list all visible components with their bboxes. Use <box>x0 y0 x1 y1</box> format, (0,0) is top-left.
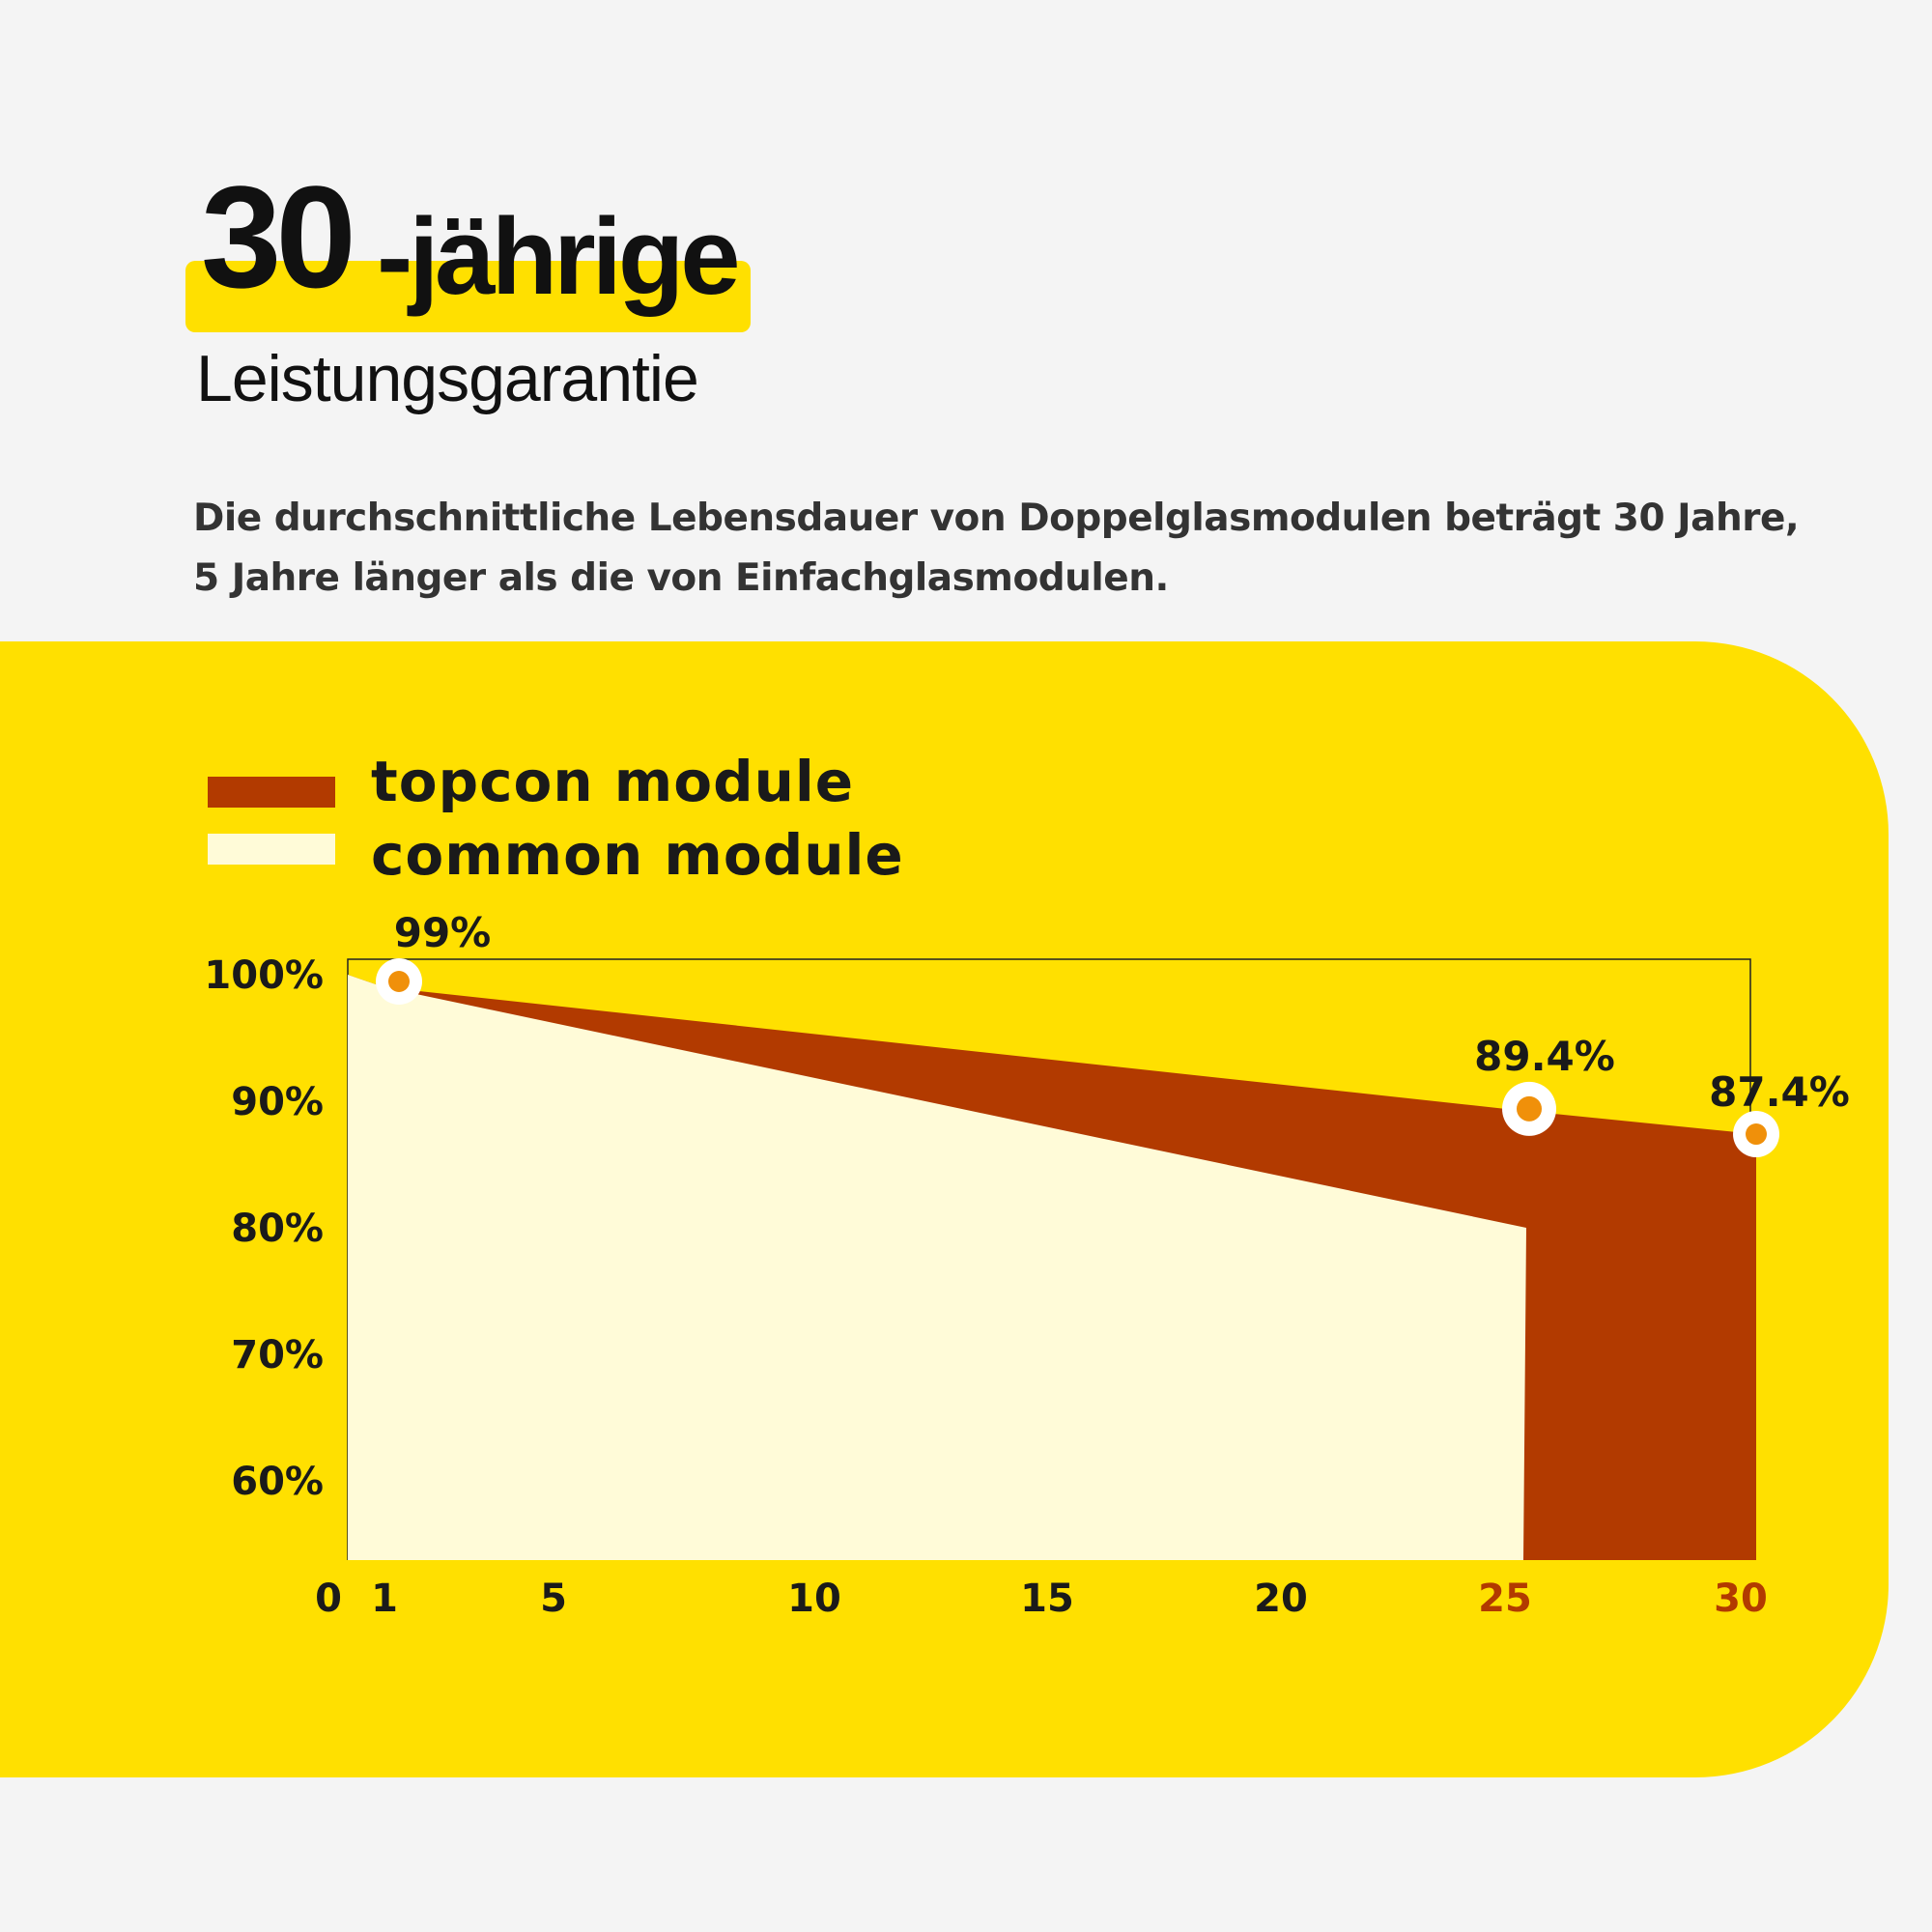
y-tick-label: 80% <box>231 1207 324 1251</box>
x-tick-label: 0 <box>315 1577 342 1621</box>
data-point-marker-core <box>1517 1095 1542 1122</box>
data-label: 87.4% <box>1709 1068 1850 1116</box>
x-tick-label: 25 <box>1478 1577 1532 1621</box>
x-tick-label: 10 <box>787 1577 841 1621</box>
subtitle: Leistungsgarantie <box>196 342 699 415</box>
legend-swatch-common <box>208 834 335 865</box>
y-tick-label: 100% <box>204 953 324 998</box>
y-tick-label: 70% <box>231 1333 324 1378</box>
y-tick-label: 60% <box>231 1460 324 1504</box>
area-common-module <box>348 975 1526 1560</box>
data-point-marker-core <box>388 971 410 992</box>
data-point-marker-core <box>1746 1123 1767 1146</box>
x-tick-label: 30 <box>1714 1577 1768 1621</box>
data-label: 89.4% <box>1474 1033 1615 1080</box>
y-tick-label: 90% <box>231 1080 324 1124</box>
title: 30 -jährige <box>184 155 860 348</box>
x-tick-label: 1 <box>371 1577 398 1621</box>
title-highlight <box>185 261 751 332</box>
x-tick-label: 15 <box>1020 1577 1074 1621</box>
x-tick-label: 20 <box>1254 1577 1308 1621</box>
legend-label-topcon: topcon module <box>371 749 855 814</box>
legend-label-common: common module <box>371 822 904 888</box>
data-label: 99% <box>394 909 492 956</box>
description: Die durchschnittliche Lebensdauer von Do… <box>193 497 1800 600</box>
title-number: 30 <box>201 156 356 318</box>
x-tick-label: 5 <box>540 1577 567 1621</box>
title-word: -jährige <box>377 196 741 317</box>
legend-swatch-topcon <box>208 777 335 808</box>
